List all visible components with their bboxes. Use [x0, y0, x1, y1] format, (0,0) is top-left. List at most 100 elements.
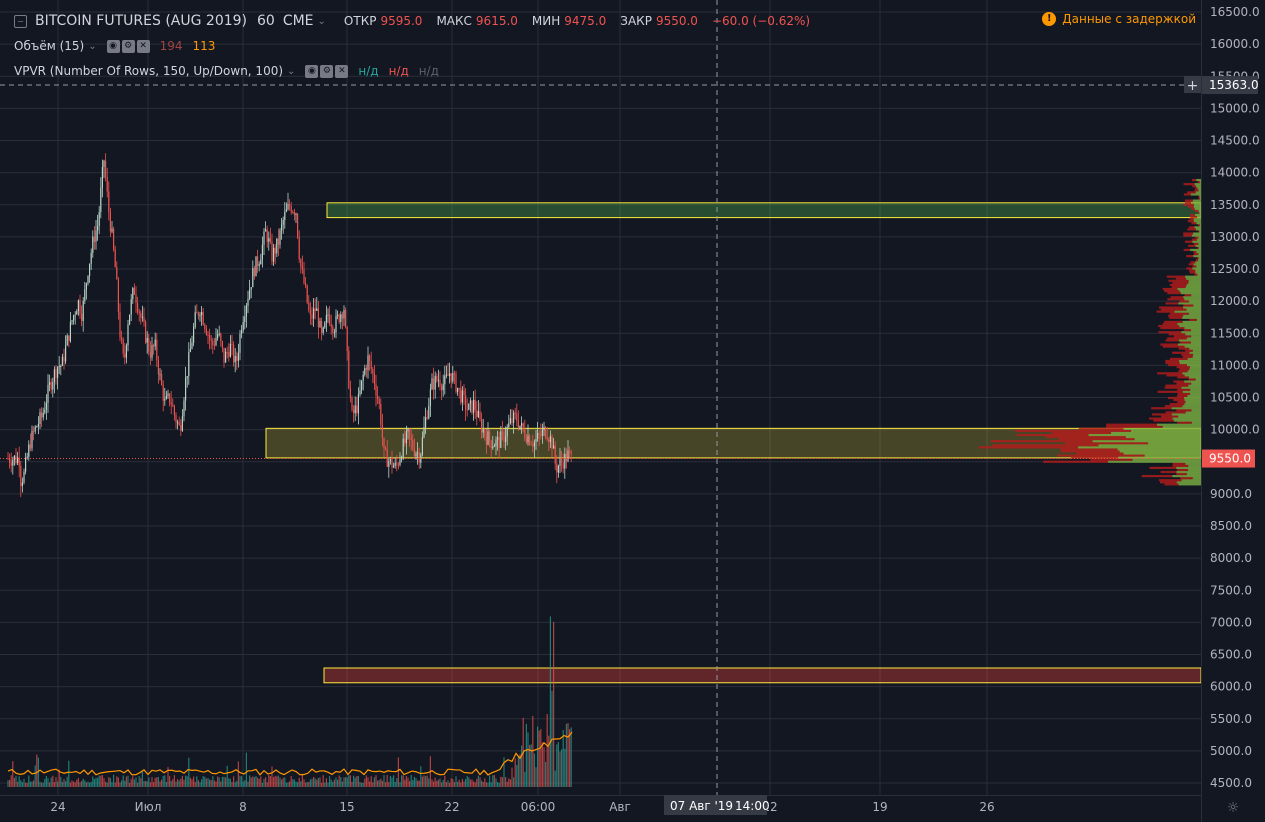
volume-bar — [423, 775, 425, 787]
demand-zone[interactable] — [323, 667, 1202, 684]
candle-body — [194, 312, 196, 328]
visibility-icon[interactable]: ◉ — [305, 64, 319, 78]
volume-bar — [17, 781, 19, 787]
vpvr-row-down — [1162, 345, 1185, 348]
candle-body — [295, 213, 297, 216]
resistance-zone[interactable] — [326, 202, 1202, 219]
vpvr-row-up — [1190, 392, 1201, 395]
candle-body — [463, 390, 465, 395]
visibility-icon[interactable]: ◉ — [106, 39, 120, 53]
volume-bar — [489, 775, 491, 787]
vpvr-row-up — [1199, 211, 1201, 215]
volume-bar — [191, 779, 193, 787]
volume-bar — [295, 781, 297, 787]
crosshair-time-date: 07 Авг '19 — [670, 799, 733, 813]
candle-body — [538, 433, 540, 435]
candle-body — [461, 390, 463, 403]
candle-body — [89, 263, 91, 276]
volume-bar — [505, 777, 507, 787]
candle-body — [305, 283, 307, 286]
candle-body — [537, 433, 539, 439]
candle-body — [377, 395, 379, 400]
vpvr-row-down — [1061, 450, 1120, 453]
volume-bar — [385, 782, 387, 787]
volume-bar — [209, 779, 211, 787]
candle-body — [557, 465, 559, 473]
volume-bar — [524, 771, 526, 787]
vpvr-row-up — [1188, 279, 1201, 282]
vpvr-row-down — [1045, 435, 1126, 439]
volume-bar — [87, 781, 89, 787]
volume-bar — [521, 745, 523, 787]
candle-body — [370, 360, 372, 370]
symbol-name[interactable]: BITCOIN FUTURES (AUG 2019) — [35, 13, 247, 29]
volume-bar — [73, 781, 75, 787]
vpvr-row-up — [1195, 228, 1201, 231]
volume-bar — [133, 779, 135, 787]
candle-body — [468, 403, 470, 410]
volume-bar — [481, 780, 483, 787]
candle-body — [530, 444, 532, 446]
close-icon[interactable]: ✕ — [136, 39, 150, 53]
vpvr-row-down — [1198, 195, 1200, 198]
candle-body — [53, 369, 55, 383]
interval[interactable]: 60 — [257, 13, 275, 29]
vpvr-indicator-label[interactable]: VPVR (Number Of Rows, 150, Up/Down, 100) — [14, 64, 284, 78]
close-icon[interactable]: ✕ — [335, 64, 349, 78]
volume-bar — [205, 778, 207, 787]
chevron-down-icon[interactable]: ⌄ — [88, 40, 97, 52]
volume-bar — [233, 776, 235, 787]
collapse-icon[interactable]: − — [14, 14, 27, 28]
volume-bar — [557, 742, 559, 787]
vpvr-row-up — [1197, 187, 1201, 190]
vpvr-row-down — [1197, 181, 1200, 184]
vpvr-row-down — [1183, 248, 1191, 252]
crosshair-price-label-bg — [1202, 76, 1258, 95]
gear-icon[interactable]: ⚙ — [320, 64, 334, 78]
volume-indicator-label[interactable]: Объём (15) — [14, 39, 85, 53]
candle-body — [161, 374, 163, 385]
candle-body — [535, 438, 537, 442]
candle-body — [165, 396, 167, 399]
volume-bar — [359, 782, 361, 787]
vpvr-row-up — [1189, 347, 1201, 350]
vpvr-row-down — [1185, 349, 1193, 352]
candle-body — [479, 411, 481, 420]
add-alert-button[interactable] — [1184, 76, 1201, 94]
volume-bar — [42, 782, 44, 787]
volume-bar — [442, 779, 444, 787]
volume-bar — [373, 777, 375, 787]
chevron-down-icon[interactable]: ⌄ — [287, 65, 296, 77]
vpvr-row-up — [1118, 456, 1201, 459]
candle-body — [33, 430, 35, 432]
vpvr-row-up — [1179, 289, 1201, 293]
chevron-down-icon[interactable]: ⌄ — [317, 15, 326, 27]
candle-body — [260, 259, 262, 265]
candle-body — [119, 311, 121, 338]
last-price-label: 9550.0 — [1209, 452, 1251, 466]
candle-body — [245, 305, 247, 317]
vpvr-row-up — [1188, 468, 1201, 472]
delayed-data-notice[interactable]: ! Данные с задержкой — [1042, 12, 1196, 26]
volume-bar — [85, 782, 87, 787]
candle-body — [313, 308, 315, 319]
vpvr-row-up — [1111, 431, 1201, 435]
volume-bar — [125, 776, 127, 787]
candle-body — [76, 311, 78, 315]
volume-bar — [401, 775, 403, 787]
volume-bar — [394, 781, 396, 787]
volume-bar — [89, 782, 91, 787]
vpvr-row-up — [1190, 248, 1201, 252]
vpvr-row-down — [1164, 320, 1183, 324]
candle-body — [570, 451, 572, 454]
candle-body — [185, 377, 187, 401]
gear-icon[interactable]: ⚙ — [121, 39, 135, 53]
volume-bar — [268, 775, 270, 787]
vpvr-row-up — [1190, 388, 1201, 391]
volume-bar — [460, 782, 462, 787]
volume-bar — [377, 780, 379, 787]
vpvr-row-up — [1192, 240, 1201, 243]
exchange[interactable]: CME — [282, 13, 314, 29]
settings-gear-icon[interactable]: ☼ — [1227, 800, 1240, 816]
